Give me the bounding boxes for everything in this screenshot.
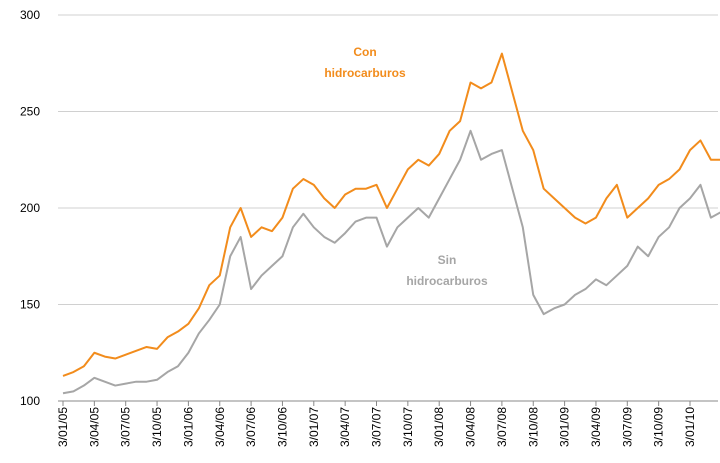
series-label: hidrocarburos (324, 66, 406, 80)
x-tick-label: 3/07/06 (244, 407, 258, 447)
x-tick-label: 3/01/05 (56, 407, 70, 447)
series-label: hidrocarburos (406, 274, 488, 288)
x-tick-label: 3/01/08 (432, 407, 446, 447)
x-tick-label: 3/04/07 (338, 407, 352, 447)
x-tick-label: 3/01/07 (307, 407, 321, 447)
x-tick-label: 3/04/09 (589, 407, 603, 447)
x-tick-label: 3/07/07 (370, 407, 384, 447)
x-tick-label: 3/10/06 (275, 407, 289, 447)
x-tick-label: 3/10/08 (526, 407, 540, 447)
x-tick-label: 3/10/05 (150, 407, 164, 447)
series-label: Sin (438, 253, 457, 267)
x-tick-label: 3/04/06 (213, 407, 227, 447)
y-tick-label: 300 (20, 8, 40, 22)
x-tick-label: 3/07/05 (119, 407, 133, 447)
series-line (62, 129, 720, 395)
x-tick-label: 3/01/09 (558, 407, 572, 447)
x-tick-label: 3/01/10 (683, 407, 697, 447)
x-tick-label: 3/04/08 (464, 407, 478, 447)
y-tick-label: 200 (20, 201, 40, 215)
x-tick-label: 3/10/07 (401, 407, 415, 447)
x-tick-label: 3/01/06 (181, 407, 195, 447)
y-tick-label: 250 (20, 105, 40, 119)
series-line (62, 52, 720, 377)
series-label: Con (353, 45, 376, 59)
x-tick-label: 3/04/05 (87, 407, 101, 447)
x-tick-label: 3/10/09 (652, 407, 666, 447)
x-tick-label: 3/07/08 (495, 407, 509, 447)
x-tick-label: 3/07/09 (620, 407, 634, 447)
y-tick-label: 150 (20, 298, 40, 312)
y-tick-label: 100 (20, 394, 40, 408)
